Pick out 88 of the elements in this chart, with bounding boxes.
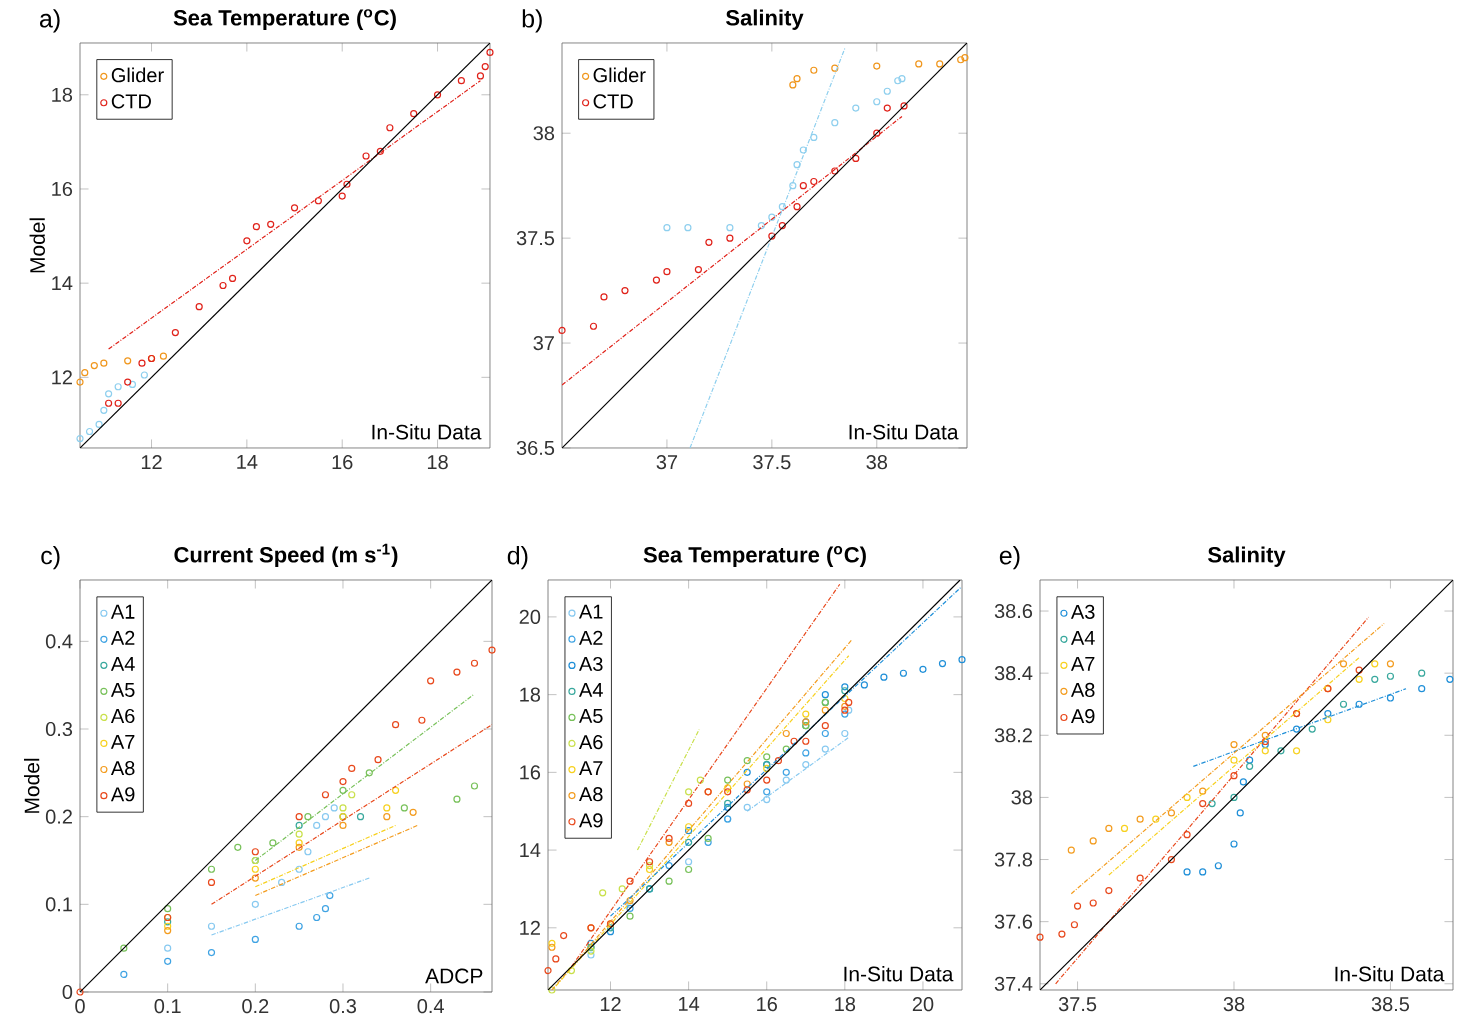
chart-title: Salinity <box>1208 546 1286 567</box>
y-tick-label: 0.1 <box>45 897 72 912</box>
legend-label: A4 <box>1070 630 1095 645</box>
text: e) <box>999 546 1020 570</box>
legend-label: A3 <box>579 656 603 672</box>
y-tick-label: 16 <box>520 765 541 780</box>
annotation: In-Situ Data <box>844 966 954 982</box>
legend-label: A3 <box>1070 604 1095 619</box>
x-tick-label: 14 <box>237 455 258 469</box>
text: a) <box>40 9 60 33</box>
x-tick-label: 0.1 <box>154 999 181 1014</box>
legend-label: A6 <box>110 708 135 724</box>
chart-title: Current Speed (m s$^{-1}$) <box>174 543 398 567</box>
legend-label: A9 <box>579 813 603 828</box>
legend-label: A2 <box>110 630 135 645</box>
legend-label: CTD <box>593 94 633 109</box>
x-tick-label: 37.5 <box>753 455 791 470</box>
x-tick-label: 0.2 <box>242 999 269 1014</box>
legend-label: A6 <box>579 735 603 750</box>
legend-label: A8 <box>579 787 603 802</box>
legend-label: A8 <box>110 761 135 776</box>
legend-label: A9 <box>110 787 135 802</box>
y-tick-label: 18 <box>520 687 541 702</box>
text: d) <box>507 546 528 570</box>
y-tick-label: 36.5 <box>516 440 555 456</box>
x-tick-label: 38.5 <box>1371 997 1410 1012</box>
x-tick-label: 14 <box>679 997 700 1011</box>
y-tick-label: 12 <box>520 920 540 935</box>
legend-label: A7 <box>110 735 135 749</box>
y-tick-label: 0.3 <box>45 721 73 737</box>
legend-label: CTD <box>111 94 151 109</box>
y-tick-label: 37.6 <box>994 914 1033 929</box>
y-tick-label: 14 <box>520 843 541 857</box>
y-axis-title: Model <box>23 758 40 813</box>
legend-label: A4 <box>579 683 603 697</box>
legend-label: A1 <box>110 604 135 619</box>
x-tick-label: 0 <box>75 999 85 1014</box>
text: c) <box>41 545 60 570</box>
annotation: In-Situ Data <box>372 424 482 440</box>
y-tick-label: 14 <box>52 276 73 291</box>
y-tick-label: 37.5 <box>516 231 555 246</box>
y-tick-label: 0.4 <box>45 634 73 649</box>
legend-label: A8 <box>1070 682 1095 698</box>
y-tick-label: 38 <box>1011 790 1033 805</box>
legend-label: A9 <box>1070 709 1095 724</box>
legend-label: A2 <box>579 630 603 645</box>
x-tick-label: 37.5 <box>1058 997 1097 1012</box>
y-tick-label: 38.4 <box>994 666 1033 681</box>
y-tick-label: 38.6 <box>994 603 1033 619</box>
legend-label: A4 <box>110 656 135 671</box>
y-tick-label: 37.8 <box>994 852 1033 867</box>
x-tick-label: 16 <box>757 997 777 1012</box>
x-tick-label: 18 <box>427 455 448 470</box>
y-tick-label: 38.2 <box>994 728 1032 743</box>
x-tick-label: 16 <box>332 455 353 470</box>
y-tick-label: 20 <box>519 609 541 624</box>
x-tick-label: 12 <box>600 997 621 1012</box>
y-tick-label: 0 <box>62 984 73 1000</box>
x-tick-label: 0.4 <box>417 999 444 1014</box>
legend-label: A7 <box>579 761 603 775</box>
x-tick-label: 38 <box>866 455 888 470</box>
x-tick-label: 18 <box>835 997 856 1012</box>
x-tick-label: 12 <box>141 455 162 470</box>
legend-label: A5 <box>110 682 135 697</box>
chart-title: Sea Temperature ($^{o}$C) <box>643 546 866 567</box>
x-tick-label: 38 <box>1223 997 1245 1012</box>
y-tick-label: 37.4 <box>994 976 1033 991</box>
chart-title: Sea Temperature ($^{o}$C) <box>173 9 396 30</box>
y-tick-label: 38 <box>533 126 555 141</box>
y-tick-label: 37 <box>533 335 554 351</box>
x-tick-label: 20 <box>912 997 934 1012</box>
text: b) <box>522 9 542 33</box>
legend-label: A7 <box>1070 656 1095 671</box>
annotation: In-Situ Data <box>849 424 959 440</box>
y-tick-label: 0.2 <box>45 809 72 824</box>
x-tick-label: 37 <box>656 455 678 470</box>
legend-label: Glider <box>593 67 646 83</box>
legend-label: Glider <box>111 67 164 83</box>
chart-title: Salinity <box>726 9 804 30</box>
y-tick-label: 12 <box>52 370 72 385</box>
x-tick-label: 0.3 <box>329 999 357 1014</box>
y-tick-label: 16 <box>52 181 73 197</box>
legend-label: A1 <box>579 604 603 619</box>
legend-label: A5 <box>579 709 603 723</box>
annotation: In-Situ Data <box>1335 966 1445 982</box>
y-axis-title: Model <box>29 218 45 273</box>
annotation: ADCP <box>425 968 483 984</box>
y-tick-label: 18 <box>52 87 73 102</box>
